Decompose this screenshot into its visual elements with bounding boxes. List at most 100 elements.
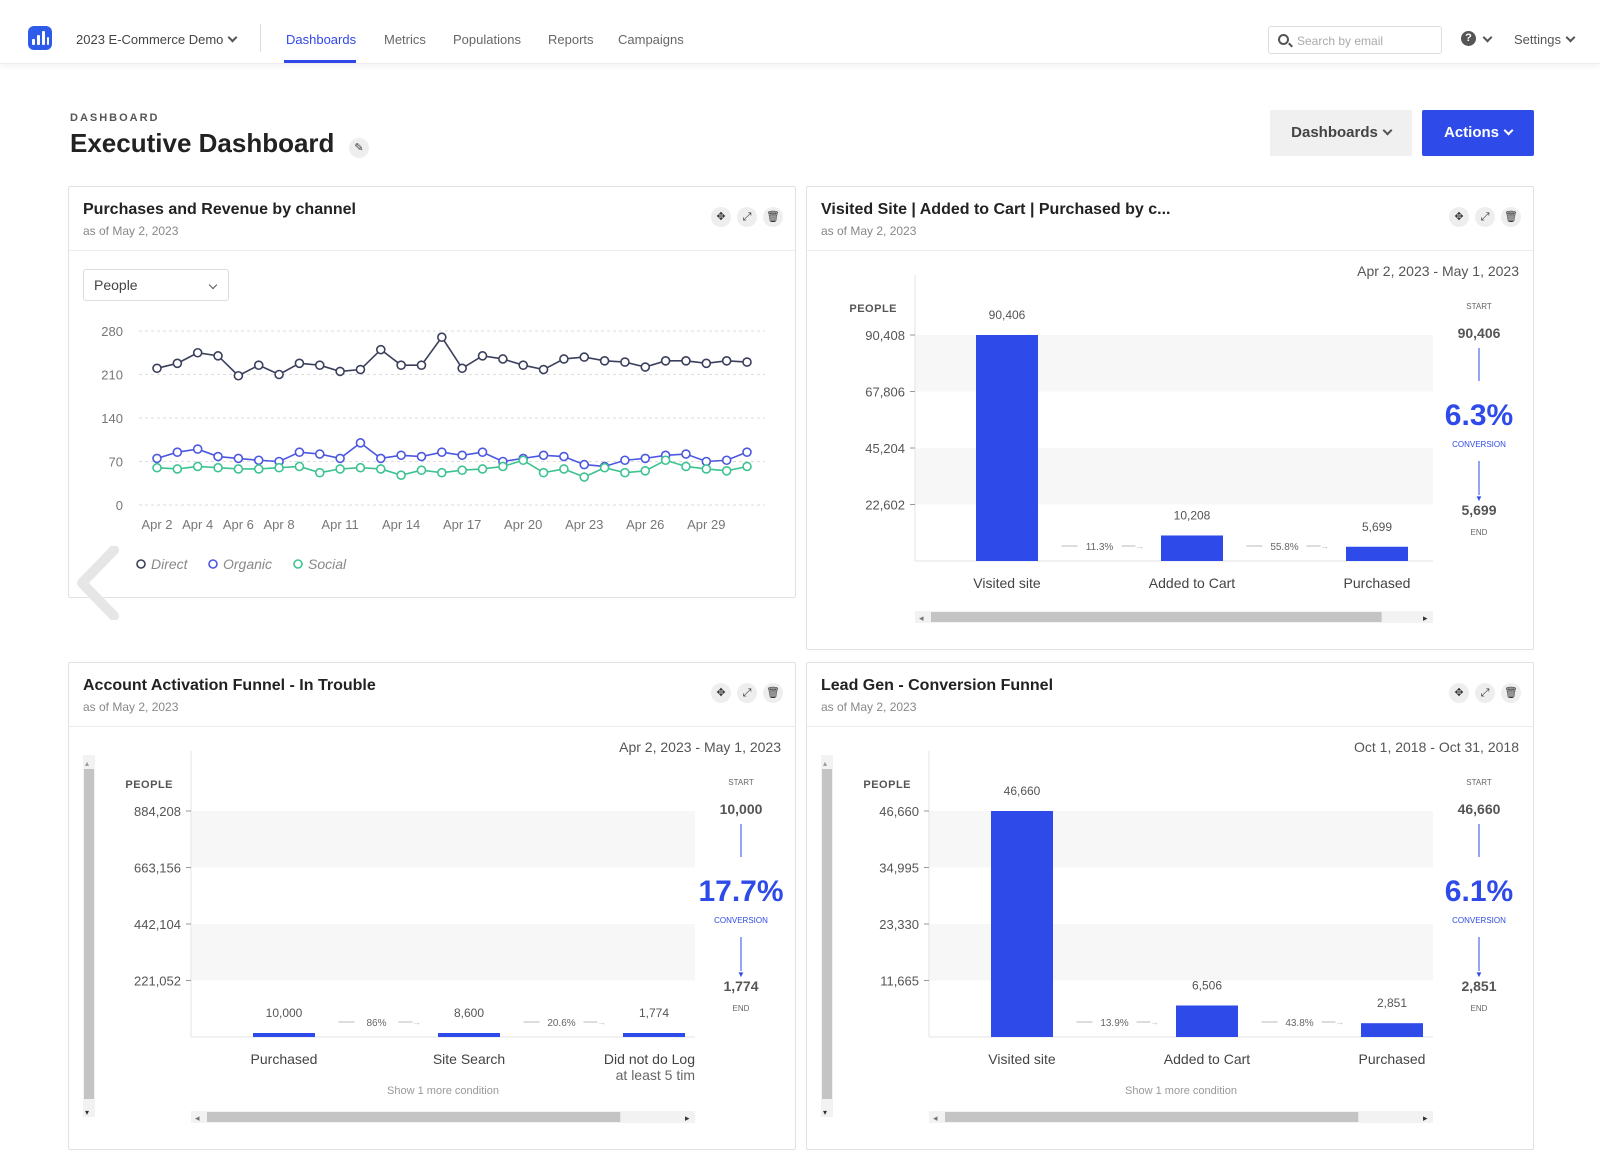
series-line-organic [156,441,748,468]
data-point-organic [721,455,732,466]
nav-reports[interactable]: Reports [548,32,594,47]
start-value: 46,660 [1458,801,1501,817]
y-tick-label: 11,665 [880,974,919,989]
arrow-head-icon: → [597,1017,606,1027]
data-point-direct [721,356,732,366]
expand-icon[interactable]: ⤢ [1475,207,1495,227]
page-eyebrow: DASHBOARD [70,112,160,124]
move-icon[interactable]: ✥ [711,207,731,227]
data-point-social [701,464,712,474]
data-point-social [355,462,366,473]
conversion-label: CONVERSION [1452,916,1506,925]
project-selector[interactable]: 2023 E-Commerce Demo [76,32,238,47]
nav-populations[interactable]: Populations [453,32,521,47]
search-placeholder: Search by email [1297,34,1384,48]
legend-label: Organic [223,556,272,572]
nav-dashboards[interactable]: Dashboards [286,32,357,47]
data-point-direct [335,366,345,377]
data-point-social [721,466,732,476]
data-point-direct [477,351,488,361]
page-title: Executive Dashboard [70,128,335,158]
start-label: START [1466,778,1492,787]
trash-icon[interactable]: 🗑 [1501,207,1521,227]
arrow-head-icon: → [412,1017,421,1027]
data-point-organic [559,451,569,462]
expand-icon[interactable]: ⤢ [737,207,757,227]
conversion-label: CONVERSION [714,916,768,925]
v-scroll-thumb [84,769,94,1099]
data-point-social [416,465,427,476]
expand-icon[interactable]: ⤢ [1475,683,1495,703]
category-label: Purchased [1344,575,1411,591]
y-tick-label: 90,408 [865,328,905,343]
arrow-head-icon: → [1320,541,1329,551]
data-point-social [294,461,305,472]
legend-label: Social [308,556,347,572]
arrow-head-icon: → [1150,1017,1159,1027]
step-rate-label: 55.8% [1270,542,1298,553]
actions-button[interactable]: Actions [1422,110,1534,156]
scroll-down-icon: ▾ [823,1108,827,1117]
conversion-label: CONVERSION [1452,440,1506,449]
funnel-bar [991,811,1053,1037]
y-tick-label: 34,995 [879,861,919,876]
app-logo-icon[interactable] [28,26,52,50]
category-label: Added to Cart [1149,575,1235,591]
y-tick-label: 210 [101,368,123,383]
data-point-social [253,464,264,474]
h-scroll-thumb [931,612,1382,622]
nav-campaigns[interactable]: Campaigns [618,32,684,47]
trash-icon[interactable]: 🗑 [763,207,783,227]
search-input[interactable]: Search by email [1268,26,1442,54]
funnel-bar [438,1033,500,1037]
card-purchases-revenue: Purchases and Revenue by channel as of M… [68,186,796,598]
bar-value-label: 8,600 [454,1006,484,1020]
y-tick-label: 280 [101,324,123,339]
grid-band [191,924,695,981]
trash-icon[interactable]: 🗑 [1501,683,1521,703]
move-icon[interactable]: ✥ [1449,207,1469,227]
carousel-prev-icon[interactable] [74,546,120,620]
data-point-direct [457,363,467,374]
data-point-social [742,461,752,472]
step-rate-label: 43.8% [1285,1018,1313,1029]
data-point-organic [152,453,162,464]
metric-select[interactable]: People [83,269,229,301]
data-point-direct [213,351,223,361]
y-tick-label: 22,602 [865,498,905,513]
card-header: Account Activation Funnel - In Trouble a… [69,663,795,727]
nav-metrics[interactable]: Metrics [384,32,426,47]
trash-icon[interactable]: 🗑 [763,683,783,703]
bar-value-label: 10,208 [1174,508,1211,522]
funnel-bar [1346,546,1408,561]
data-point-social [457,465,467,476]
card-title: Purchases and Revenue by channel [83,201,356,218]
card-subtitle: as of May 2, 2023 [821,224,917,238]
data-point-social [660,455,671,466]
data-point-organic [192,444,203,454]
chevron-down-icon[interactable] [1482,32,1493,43]
settings-menu[interactable]: Settings [1514,32,1576,47]
edit-pencil-icon[interactable]: ✎ [349,138,369,158]
data-point-direct [579,352,590,362]
expand-icon[interactable]: ⤢ [737,683,757,703]
y-tick-label: 70 [109,455,123,470]
move-icon[interactable]: ✥ [711,683,731,703]
x-tick-label: Apr 8 [264,517,295,532]
card-subtitle: as of May 2, 2023 [83,700,179,714]
help-icon[interactable]: ? [1461,31,1476,46]
category-label: Added to Cart [1164,1051,1250,1067]
data-point-organic [620,455,630,466]
end-value: 2,851 [1461,978,1496,994]
dashboards-button[interactable]: Dashboards [1270,110,1412,156]
chevron-down-icon [1503,125,1514,136]
data-point-social [375,464,386,474]
bar-value-label: 2,851 [1377,996,1407,1010]
arrow-down-icon: ▼ [1475,970,1483,979]
x-tick-label: Apr 17 [443,517,481,532]
end-label: END [1471,528,1488,537]
funnel-bar [1176,1005,1238,1037]
move-icon[interactable]: ✥ [1449,683,1469,703]
category-label: at least 5 tim [616,1067,695,1083]
data-point-organic [538,450,549,461]
